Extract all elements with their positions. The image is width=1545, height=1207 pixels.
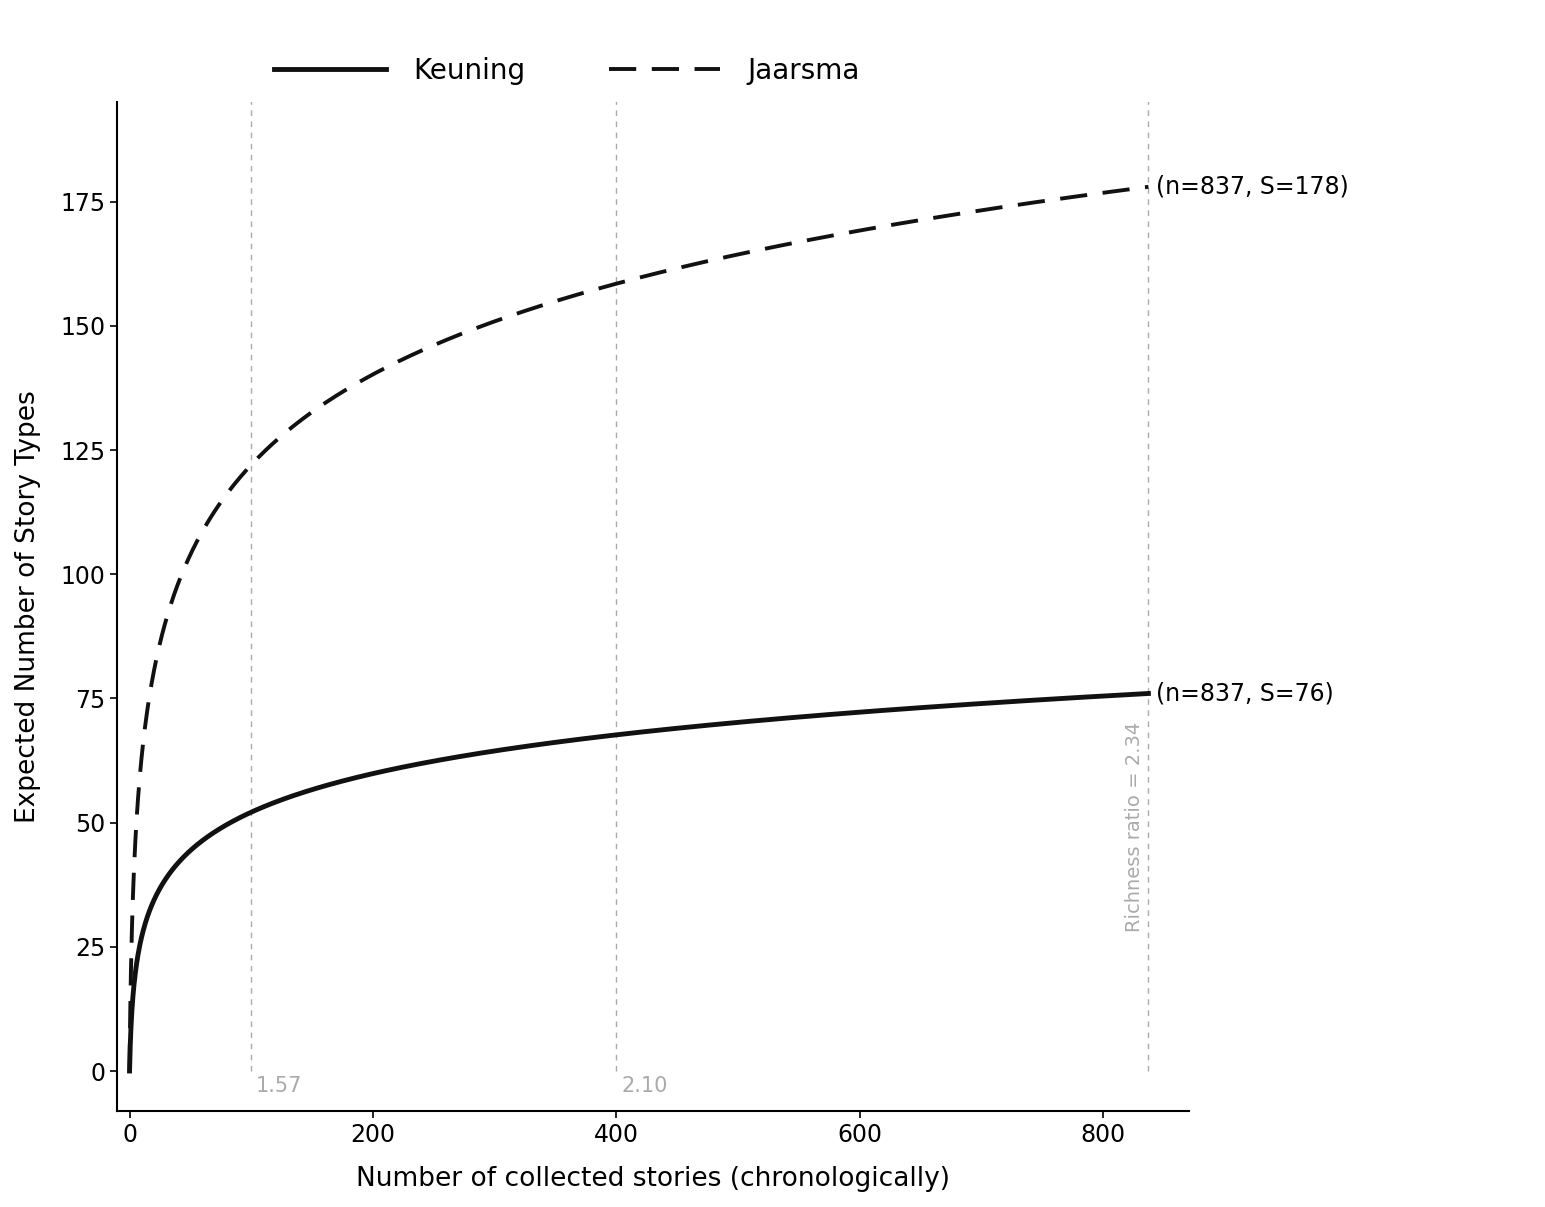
Jaarsma [1009, 198, 1027, 212]
Line: Keuning: Keuning [130, 694, 1148, 1071]
X-axis label: Number of collected stories (chronologically): Number of collected stories (chronologic… [355, 1166, 950, 1193]
Jaarsma [121, 1063, 139, 1078]
Text: 2.10: 2.10 [621, 1075, 667, 1096]
Line: Jaarsma: Jaarsma [130, 187, 1148, 1071]
Keuning [511, 740, 530, 754]
Jaarsma [555, 291, 573, 305]
Jaarsma [1139, 180, 1157, 194]
Text: Richness ratio = 2.34: Richness ratio = 2.34 [1125, 722, 1143, 932]
Keuning [236, 807, 255, 822]
Jaarsma [297, 409, 315, 424]
Legend: Keuning, Jaarsma: Keuning, Jaarsma [263, 46, 871, 95]
Keuning [555, 734, 573, 748]
Jaarsma [511, 305, 530, 320]
Keuning [121, 1063, 139, 1078]
Text: (n=837, S=76): (n=837, S=76) [1156, 682, 1333, 706]
Jaarsma [236, 463, 255, 478]
Keuning [1139, 687, 1157, 701]
Keuning [297, 785, 315, 799]
Y-axis label: Expected Number of Story Types: Expected Number of Story Types [15, 390, 42, 823]
Jaarsma [1119, 182, 1137, 197]
Keuning [1009, 694, 1027, 709]
Text: 1.57: 1.57 [256, 1075, 303, 1096]
Keuning [1119, 687, 1137, 701]
Text: (n=837, S=178): (n=837, S=178) [1156, 175, 1349, 199]
